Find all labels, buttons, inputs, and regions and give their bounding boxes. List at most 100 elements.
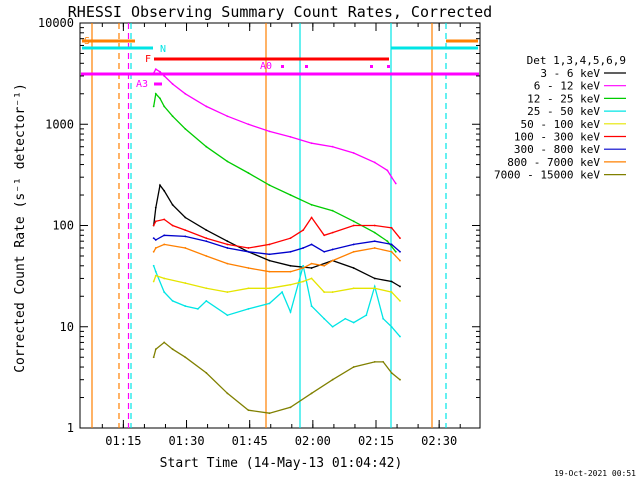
data-point: [205, 240, 208, 243]
legend-label: 25 - 50 keV: [527, 105, 600, 118]
data-point: [226, 314, 229, 317]
data-point: [226, 115, 229, 118]
series-line: [153, 92, 397, 253]
data-point: [289, 136, 292, 138]
a0-marker: [281, 65, 284, 68]
data-point: [171, 224, 174, 227]
data-point: [390, 325, 393, 328]
data-point: [247, 250, 250, 253]
plot-area: 1 10 100 1000 10000 01:15 01:30 01:45 02:00 02:15…: [38, 16, 481, 448]
data-point: [226, 262, 229, 265]
x-tick-label: 02:15: [358, 434, 394, 448]
data-point: [247, 123, 250, 126]
data-point: [373, 240, 376, 243]
chart-title: RHESSI Observing Summary Count Rates, Co…: [68, 3, 492, 21]
data-point: [268, 302, 271, 305]
data-point: [154, 348, 157, 351]
data-point: [152, 72, 155, 75]
data-point: [163, 189, 166, 192]
data-point: [302, 229, 305, 232]
data-point: [163, 341, 166, 344]
series-line: [153, 234, 401, 255]
data-point: [226, 243, 229, 246]
data-point: [382, 317, 385, 320]
a0-marker: [387, 65, 390, 68]
y-tick-label: 10: [60, 320, 74, 334]
data-point: [386, 169, 389, 172]
data-point: [310, 203, 313, 206]
data-point: [268, 130, 271, 133]
legend-title: Det 1,3,4,5,6,9: [527, 54, 626, 67]
data-point: [390, 245, 393, 248]
data-point: [184, 305, 187, 307]
series-line: [153, 68, 397, 184]
data-point: [352, 152, 355, 154]
data-point: [352, 243, 355, 246]
data-point: [163, 291, 166, 293]
data-point: [205, 300, 208, 302]
data-point: [163, 218, 166, 221]
x-tick-label: 02:30: [421, 434, 457, 448]
data-point: [399, 335, 401, 338]
data-point: [302, 267, 305, 269]
data-point: [268, 259, 271, 262]
a0-marker: [370, 65, 373, 68]
data-point: [154, 92, 157, 95]
x-tick-label: 01:30: [168, 434, 204, 448]
data-point: [331, 248, 334, 251]
data-point: [184, 92, 187, 95]
legend-label: 6 - 12 keV: [534, 80, 601, 93]
data-point: [226, 291, 229, 293]
x-axis-label: Start Time (14-May-13 01:04:42): [160, 456, 403, 471]
data-point: [352, 267, 355, 269]
data-point: [399, 237, 401, 240]
data-point: [247, 409, 250, 412]
data-point: [390, 226, 393, 229]
data-point: [268, 270, 271, 273]
data-point: [310, 277, 313, 280]
data-point: [331, 231, 334, 234]
data-point: [226, 392, 229, 395]
data-point: [154, 220, 157, 223]
data-point: [365, 314, 368, 317]
data-point: [310, 392, 313, 395]
data-point: [247, 287, 250, 290]
data-point: [310, 243, 313, 246]
data-point: [302, 247, 305, 249]
data-point: [247, 308, 250, 310]
data-point: [281, 291, 284, 293]
data-point: [386, 240, 389, 243]
data-point: [184, 216, 187, 219]
data-point: [184, 235, 187, 238]
y-tick-label: 10000: [38, 16, 74, 30]
data-point: [171, 203, 174, 206]
marker-label: A0: [260, 61, 272, 72]
y-tick-label: 1000: [45, 117, 74, 131]
data-point: [302, 280, 305, 283]
data-point: [171, 348, 174, 351]
y-tick-label: 1: [67, 421, 74, 435]
data-point: [331, 259, 334, 262]
data-point: [373, 231, 376, 234]
data-point: [289, 283, 292, 286]
data-point: [171, 83, 174, 85]
data-point: [323, 250, 326, 253]
data-point: [154, 270, 157, 273]
data-point: [390, 176, 393, 179]
data-point: [205, 372, 208, 374]
data-point: [154, 274, 157, 277]
data-point: [184, 356, 187, 359]
data-point: [152, 224, 155, 227]
x-tick-label: 02:00: [295, 434, 331, 448]
data-point: [152, 237, 155, 240]
data-point: [268, 243, 271, 246]
data-point: [268, 287, 271, 290]
data-point: [205, 237, 208, 240]
data-point: [163, 234, 166, 237]
data-point: [331, 291, 334, 293]
data-point: [289, 194, 292, 196]
data-point: [390, 372, 393, 374]
data-point: [184, 247, 187, 249]
